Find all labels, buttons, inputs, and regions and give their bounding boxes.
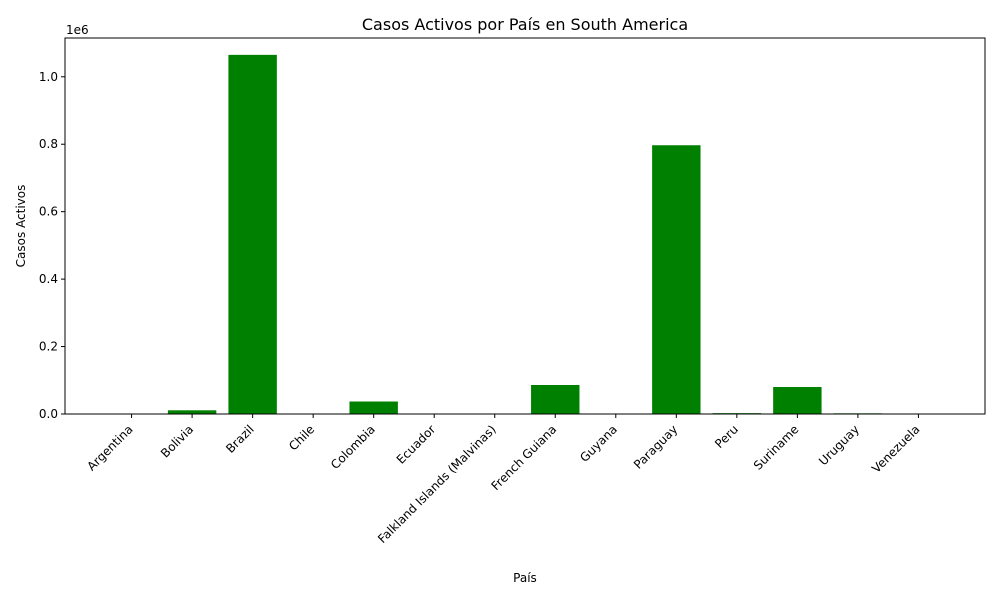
bar-french-guiana: [531, 385, 580, 414]
bar-colombia: [349, 401, 398, 414]
y-ticks-group: 0.0 0.2 0.4 0.6 0.8 1.0: [39, 70, 65, 421]
bar-paraguay: [652, 145, 701, 415]
bar-suriname: [773, 387, 822, 414]
y-offset-label: 1e6: [66, 23, 89, 37]
y-axis-label: Casos Activos: [14, 185, 28, 268]
y-tick-label: 1.0: [39, 70, 58, 84]
y-tick-label: 0.8: [39, 137, 58, 151]
plot-frame: [64, 37, 986, 415]
bars-group: [167, 54, 883, 415]
y-tick-label: 0.4: [39, 272, 58, 286]
bar-bolivia: [167, 410, 217, 414]
bar-brazil: [228, 54, 277, 415]
y-tick-label: 0.0: [39, 407, 58, 421]
x-axis-label: País: [513, 571, 537, 585]
chart-title: Casos Activos por País en South America: [362, 15, 688, 34]
y-tick-label: 0.6: [39, 205, 58, 219]
y-tick-label: 0.2: [39, 340, 58, 354]
